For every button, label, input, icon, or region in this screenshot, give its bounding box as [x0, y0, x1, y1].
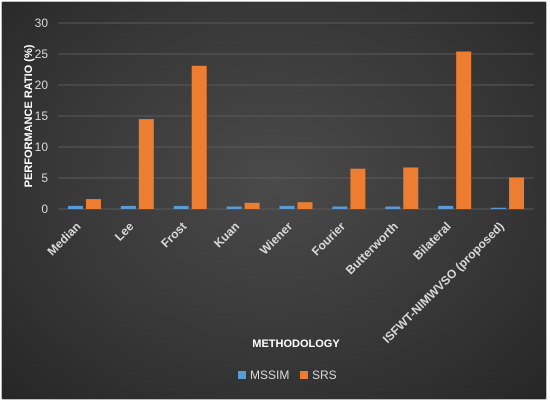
bar-mssim-0 — [67, 205, 83, 209]
y-axis-title: PERFORMANCE RATIO (%) — [23, 44, 35, 187]
x-category-label: Butterworth — [343, 219, 401, 277]
bar-srs-5 — [350, 168, 366, 209]
y-tick-label: 30 — [35, 16, 49, 30]
legend-label-srs: SRS — [312, 368, 337, 382]
x-category-label: Wiener — [257, 219, 295, 257]
bar-srs-3 — [244, 202, 260, 209]
bar-mssim-1 — [120, 205, 136, 209]
bar-srs-2 — [191, 65, 207, 209]
y-tick-label: 20 — [35, 78, 49, 92]
bar-srs-1 — [138, 119, 154, 209]
x-category-label: Median — [44, 219, 83, 258]
bar-mssim-4 — [279, 205, 295, 209]
legend-swatch-srs — [300, 371, 308, 379]
x-axis-categories: Median Lee Frost Kuan Wiener FourierButterwor… — [44, 219, 506, 346]
x-axis-title: METHODOLOGY — [252, 338, 340, 350]
legend-label-mssim: MSSIM — [250, 368, 289, 382]
bar-srs-8 — [509, 177, 525, 209]
bar-mssim-5 — [332, 206, 348, 209]
x-category-label: Lee — [112, 219, 137, 244]
bar-mssim-3 — [226, 206, 242, 209]
y-axis-ticks: 0 5 10 15 20 25 30 — [35, 16, 49, 216]
x-category-label: Frost — [158, 219, 189, 250]
y-tick-label: 25 — [35, 47, 49, 61]
y-tick-label: 0 — [41, 202, 48, 216]
bars — [67, 51, 525, 209]
y-tick-label: 15 — [35, 109, 49, 123]
x-category-label: Fourier — [309, 219, 348, 258]
x-category-label: Bilateral — [410, 219, 453, 262]
bar-mssim-6 — [385, 206, 401, 209]
gridlines — [58, 22, 534, 210]
y-tick-label: 5 — [41, 171, 48, 185]
bar-srs-6 — [403, 167, 419, 209]
bar-srs-4 — [297, 202, 313, 209]
legend-swatch-mssim — [238, 371, 246, 379]
legend: MSSIM SRS — [238, 368, 337, 382]
bar-srs-7 — [456, 51, 472, 209]
x-category-label: Kuan — [211, 219, 242, 250]
bar-mssim-7 — [438, 205, 454, 209]
bar-mssim-2 — [173, 205, 189, 209]
bar-mssim-8 — [491, 207, 507, 209]
bar-srs-0 — [85, 199, 101, 209]
y-tick-label: 10 — [35, 140, 49, 154]
